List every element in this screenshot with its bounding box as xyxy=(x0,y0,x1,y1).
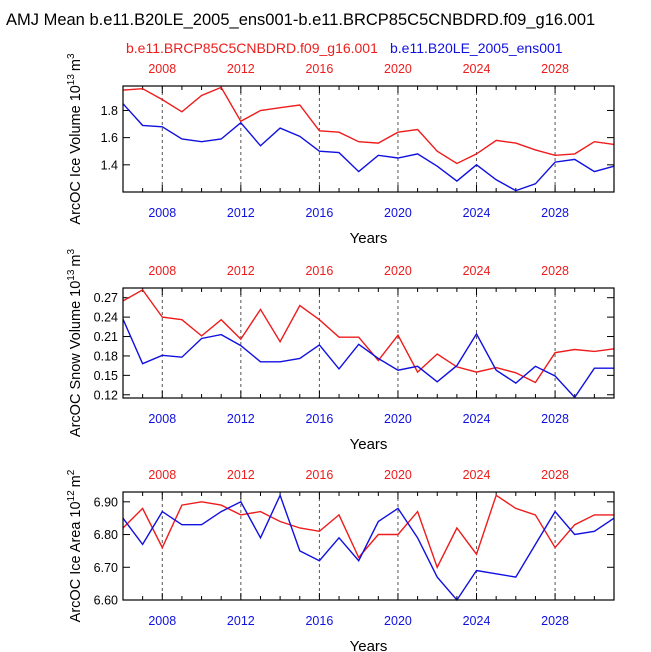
ice-volume-bottom-year-label: 2012 xyxy=(227,206,255,220)
ice-area-plot-frame xyxy=(122,491,615,601)
ice-volume-top-year-label: 2008 xyxy=(148,62,176,76)
ice-area-x-axis-title: Years xyxy=(350,638,388,652)
ice-area-top-year-label: 2008 xyxy=(148,468,176,482)
snow-volume-x-axis-title: Years xyxy=(350,436,388,453)
ice-volume-top-year-label: 2024 xyxy=(463,62,491,76)
ice-area-top-year-label: 2024 xyxy=(463,468,491,482)
ice-area-series-blue-line xyxy=(122,493,615,602)
ice-area-y-axis-title-main: ArcOC Ice Area 10 xyxy=(68,501,84,622)
ice-volume-series-blue-line xyxy=(122,103,615,192)
ice-volume-y-axis-title-unit: m xyxy=(68,59,84,71)
ice-area-y-axis-title-unit: m xyxy=(68,475,84,487)
ice-area-y-axis-title-unit-exp: 2 xyxy=(66,469,77,475)
snow-volume-y-axis-title-unit-exp: 3 xyxy=(66,248,77,254)
ice-area-y-tick-label: 6.60 xyxy=(94,594,118,608)
ice-area-top-year-label: 2016 xyxy=(305,468,333,482)
ice-area-y-tick-label: 6.80 xyxy=(94,528,118,542)
ice-area-bottom-year-label: 2008 xyxy=(148,614,176,628)
ice-area-panel: 6.60 6.70 6.80 6.90 2008 2008 2012 2012 2016 2016… xyxy=(66,468,615,652)
snow-volume-y-tick-label: 0.12 xyxy=(94,388,118,402)
snow-volume-y-axis-title-exp: 13 xyxy=(66,269,77,281)
snow-volume-series-red-line xyxy=(122,288,615,384)
ice-area-y-axis-title: ArcOC Ice Area 1012 m2 xyxy=(66,469,84,622)
ice-area-bottom-year-label: 2024 xyxy=(463,614,491,628)
ice-area-bottom-year-label: 2028 xyxy=(541,614,569,628)
ice-volume-top-year-label: 2028 xyxy=(541,62,569,76)
ice-area-top-year-label: 2028 xyxy=(541,468,569,482)
snow-volume-top-year-label: 2024 xyxy=(463,264,491,278)
snow-volume-y-axis-title-main: ArcOC Snow Volume 10 xyxy=(68,281,84,437)
figure-title: AMJ Mean b.e11.B20LE_2005_ens001-b.e11.B… xyxy=(6,11,595,29)
snow-volume-bottom-year-label: 2028 xyxy=(541,412,569,426)
snow-volume-top-year-label: 2020 xyxy=(384,264,412,278)
snow-volume-y-tick-label: 0.21 xyxy=(94,330,118,344)
ice-volume-y-axis-title-unit-exp: 3 xyxy=(66,53,77,59)
snow-volume-bottom-year-label: 2024 xyxy=(463,412,491,426)
ice-area-series-red-line xyxy=(122,494,614,570)
snow-volume-bottom-year-label: 2008 xyxy=(148,412,176,426)
panels-group: 1.4 1.6 1.8 2008 2008 2012 2012 2016 2016 2020 202… xyxy=(66,53,615,652)
ice-volume-bottom-year-label: 2008 xyxy=(148,206,176,220)
ice-area-y-tick-label: 6.90 xyxy=(94,495,118,509)
snow-volume-top-year-label: 2012 xyxy=(227,264,255,278)
ice-volume-y-tick-label: 1.8 xyxy=(101,104,118,118)
snow-volume-bottom-year-label: 2012 xyxy=(227,412,255,426)
snow-volume-plot-frame xyxy=(122,287,615,399)
snow-volume-y-tick-label: 0.27 xyxy=(94,291,118,305)
ice-volume-plot-frame xyxy=(122,85,615,193)
ice-volume-panel: 1.4 1.6 1.8 2008 2008 2012 2012 2016 2016 2020 202… xyxy=(66,53,615,247)
ice-volume-y-axis-title: ArcOC Ice Volume 1013 m3 xyxy=(66,53,84,225)
snow-volume-y-axis-title-unit: m xyxy=(68,254,84,266)
legend-red-label: b.e11.BRCP85C5CNBDRD.f09_g16.001 xyxy=(126,40,378,56)
snow-volume-series-blue-line xyxy=(122,318,614,399)
snow-volume-y-tick-label: 0.24 xyxy=(94,311,118,325)
ice-volume-top-year-label: 2012 xyxy=(227,62,255,76)
ice-volume-y-axis-title-exp: 13 xyxy=(66,74,77,86)
ice-volume-top-year-label: 2020 xyxy=(384,62,412,76)
snow-volume-y-tick-label: 0.15 xyxy=(94,369,118,383)
snow-volume-panel: 0.12 0.15 0.18 0.21 0.24 0.27 2008 2008 2012 2012… xyxy=(66,248,615,453)
ice-volume-y-tick-label: 1.6 xyxy=(101,131,118,145)
legend-blue-label: b.e11.B20LE_2005_ens001 xyxy=(390,40,563,56)
ice-volume-y-tick-label: 1.4 xyxy=(101,158,118,172)
ice-area-y-axis-title-exp: 12 xyxy=(66,490,77,502)
ice-area-bottom-year-label: 2020 xyxy=(384,614,412,628)
snow-volume-bottom-year-label: 2020 xyxy=(384,412,412,426)
ice-volume-bottom-year-label: 2020 xyxy=(384,206,412,220)
snow-volume-top-year-label: 2028 xyxy=(541,264,569,278)
ice-area-bottom-year-label: 2016 xyxy=(305,614,333,628)
ice-area-top-year-label: 2012 xyxy=(227,468,255,482)
ice-volume-bottom-year-label: 2024 xyxy=(463,206,491,220)
snow-volume-y-tick-label: 0.18 xyxy=(94,349,118,363)
ice-volume-top-year-label: 2016 xyxy=(305,62,333,76)
ice-volume-bottom-year-label: 2028 xyxy=(541,206,569,220)
ice-area-bottom-year-label: 2012 xyxy=(227,614,255,628)
snow-volume-top-year-label: 2016 xyxy=(305,264,333,278)
snow-volume-y-axis-title: ArcOC Snow Volume 1013 m3 xyxy=(66,248,84,437)
ice-volume-y-axis-title-main: ArcOC Ice Volume 10 xyxy=(68,85,84,224)
ice-area-y-tick-label: 6.70 xyxy=(94,561,118,575)
snow-volume-bottom-year-label: 2016 xyxy=(305,412,333,426)
ice-volume-series-red-line xyxy=(122,86,615,165)
ice-area-top-year-label: 2020 xyxy=(384,468,412,482)
snow-volume-top-year-label: 2008 xyxy=(148,264,176,278)
ice-volume-bottom-year-label: 2016 xyxy=(305,206,333,220)
ice-volume-x-axis-title: Years xyxy=(350,230,388,247)
